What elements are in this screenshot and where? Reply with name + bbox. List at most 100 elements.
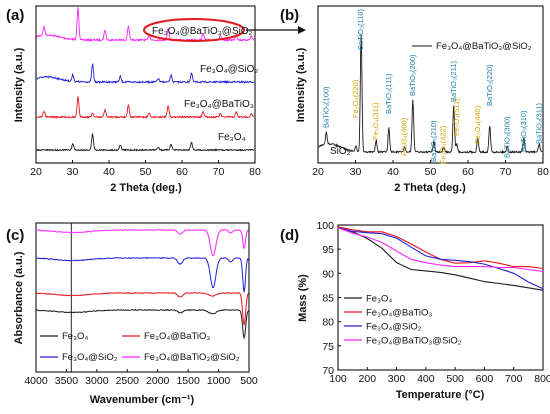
- c-xtick-6: 1000: [207, 375, 231, 387]
- c-xtick-3: 2500: [116, 375, 140, 387]
- panel-b-label: (b): [280, 7, 299, 24]
- d-xtick-3: 400: [417, 373, 435, 385]
- d-ytick-1: 75: [322, 341, 334, 353]
- b-xtick-2: 40: [387, 166, 399, 178]
- d-ytick-5: 95: [322, 244, 334, 256]
- panel-a: (a) Fe₃O₄@BaTiO₃@SiO₂ Fe₃O₄@SiO₂ Fe₃O₄@B…: [6, 5, 261, 194]
- panel-a-label: (a): [6, 7, 24, 24]
- panel-c-xticks: 4000 3500 3000 2500 2000 1500 1000 500: [24, 369, 258, 387]
- b-annotation-14: BaTiO₃(310): [519, 110, 528, 152]
- b-annotation-9: BaTiO₃(211): [449, 61, 458, 102]
- d-xtick-2: 300: [388, 373, 406, 385]
- c-series-2: [35, 256, 249, 293]
- panel-b: (b) BaTiO₃(100) Fe₃O₄(220) BaTiO₃(110) Fe₃O…: [280, 5, 549, 194]
- c-xtick-7: 500: [240, 375, 258, 387]
- panel-b-ylabel: Intensity (a.u.): [295, 47, 307, 122]
- d-ytick-2: 80: [322, 317, 334, 329]
- b-annotation-15: BaTiO₃(311): [534, 103, 543, 144]
- panel-b-xticks: 20 30 40 50 60 70 80: [312, 160, 549, 178]
- b-legend-entry: Fe₃O₄@BaTiO₃@SiO₂: [436, 41, 532, 52]
- a-label-2: Fe₃O₄@BaTiO₃: [184, 99, 254, 110]
- c-series-1: [35, 291, 249, 326]
- a-label-0: Fe₃O₄@BaTiO₃@SiO₂: [152, 26, 253, 37]
- c-legend-2: Fe₃O₄@SiO₂: [62, 352, 118, 363]
- b-annotation-1: Fe₃O₄(220): [351, 79, 360, 118]
- c-series-3: [35, 228, 249, 257]
- a-xtick-4: 60: [176, 166, 188, 178]
- a-xtick-0: 20: [30, 166, 42, 178]
- a-label-1: Fe₃O₄@SiO₂: [200, 64, 258, 75]
- d-series-0: [337, 226, 544, 291]
- d-xtick-4: 500: [446, 373, 464, 385]
- panel-a-xticks: 20 30 40 50 60 70 80: [30, 160, 261, 178]
- b-xtick-4: 60: [462, 166, 474, 178]
- b-annotation-12: BaTiO₃(220): [485, 64, 494, 106]
- b-annotation-4: BaTiO₃(111): [384, 73, 393, 114]
- d-legend-3: Fe₃O₄@BaTiO₃@SiO₂: [366, 336, 462, 347]
- b-annotation-5: Fe₃O₄(400): [400, 117, 409, 156]
- panel-c-xlabel: Wavenumber (cm⁻¹): [90, 394, 195, 406]
- panel-d-yticks: 70 75 80 85 90 95 100: [316, 220, 341, 377]
- d-series-3: [337, 227, 544, 272]
- panel-d-label: (d): [280, 227, 299, 244]
- b-xtick-3: 50: [425, 166, 437, 178]
- d-xtick-1: 200: [359, 373, 377, 385]
- panel-c: (c) Fe₃O₄ Fe₃O₄@BaTiO₃ Fe₃O₄@SiO₂ Fe₃O₄@…: [6, 222, 258, 406]
- panel-a-xlabel: 2 Theta (deg.): [110, 182, 182, 194]
- d-xtick-5: 600: [476, 373, 494, 385]
- b-xtick-1: 30: [350, 166, 362, 178]
- panel-d-ylabel: Mass (%): [297, 274, 309, 322]
- d-series-2: [337, 227, 544, 290]
- c-xtick-5: 1500: [176, 375, 200, 387]
- highlight-ellipse: [143, 18, 245, 42]
- a-xtick-5: 70: [213, 166, 225, 178]
- a-xtick-2: 40: [103, 166, 115, 178]
- panel-d-xlabel: Temperature (°C): [396, 389, 485, 401]
- b-annotation-0: BaTiO₃(100): [321, 86, 330, 128]
- b-series-0: [318, 34, 543, 155]
- arrow-a-to-b: [246, 26, 306, 34]
- panel-b-annotations: BaTiO₃(100) Fe₃O₄(220) BaTiO₃(110) Fe₃O₄(31…: [321, 9, 543, 164]
- c-legend-1: Fe₃O₄@BaTiO₃: [144, 331, 210, 342]
- c-series-0: [35, 308, 249, 340]
- d-legend-0: Fe₃O₄: [366, 294, 392, 305]
- b-annotation-3: Fe₃O₄(311): [371, 102, 380, 140]
- panel-c-ylabel: Absorbance (a.u.): [13, 251, 25, 344]
- panel-b-legend: Fe₃O₄@BaTiO₃@SiO₂: [412, 41, 532, 52]
- a-xtick-6: 80: [249, 166, 261, 178]
- d-xtick-7: 800: [534, 373, 550, 385]
- b-annotation-2: BaTiO₃(110): [356, 9, 365, 50]
- panel-c-label: (c): [6, 227, 24, 244]
- d-ytick-6: 100: [316, 220, 334, 232]
- a-series-1: [36, 62, 255, 85]
- a-label-3: Fe₃O₄: [218, 132, 246, 143]
- d-ytick-4: 90: [322, 268, 334, 280]
- panel-d: (d) Fe₃O₄ Fe₃O₄@BaTiO₃ Fe₃O₄@SiO₂ Fe₃O₄@BaT…: [280, 220, 550, 401]
- a-xtick-3: 50: [140, 166, 152, 178]
- c-xtick-0: 4000: [24, 375, 48, 387]
- panel-d-curves: [337, 226, 544, 291]
- c-legend-3: Fe₃O₄@BaTiO₃@SiO₂: [144, 352, 240, 363]
- panel-b-xlabel: 2 Theta (deg.): [394, 182, 466, 194]
- panel-b-curve: [318, 34, 543, 155]
- b-annotation-8: Fe₃O₄(422): [439, 125, 448, 164]
- b-annotation-10: Fe₃O₄(511): [452, 98, 461, 136]
- a-xtick-1: 30: [67, 166, 79, 178]
- b-xtick-0: 20: [312, 166, 324, 178]
- panel-c-frame: [35, 222, 250, 373]
- b-annotation-6: BaTiO₃(200): [408, 54, 417, 96]
- d-ytick-0: 70: [322, 365, 334, 377]
- d-xtick-0: 100: [329, 373, 347, 385]
- a-series-2: [36, 95, 255, 119]
- c-xtick-4: 2000: [146, 375, 170, 387]
- b-xtick-5: 70: [500, 166, 512, 178]
- c-xtick-2: 3000: [85, 375, 109, 387]
- panel-a-ylabel: Intensity (a.u.): [13, 47, 25, 122]
- b-xtick-6: 80: [537, 166, 549, 178]
- panel-c-curves: [35, 228, 249, 340]
- c-legend-0: Fe₃O₄: [62, 331, 88, 342]
- d-ytick-3: 85: [322, 293, 334, 305]
- b-annotation-11: Fe₃O₄(440): [473, 105, 482, 144]
- panel-d-legend: Fe₃O₄ Fe₃O₄@BaTiO₃ Fe₃O₄@SiO₂ Fe₃O₄@BaTiO₃@…: [344, 294, 462, 347]
